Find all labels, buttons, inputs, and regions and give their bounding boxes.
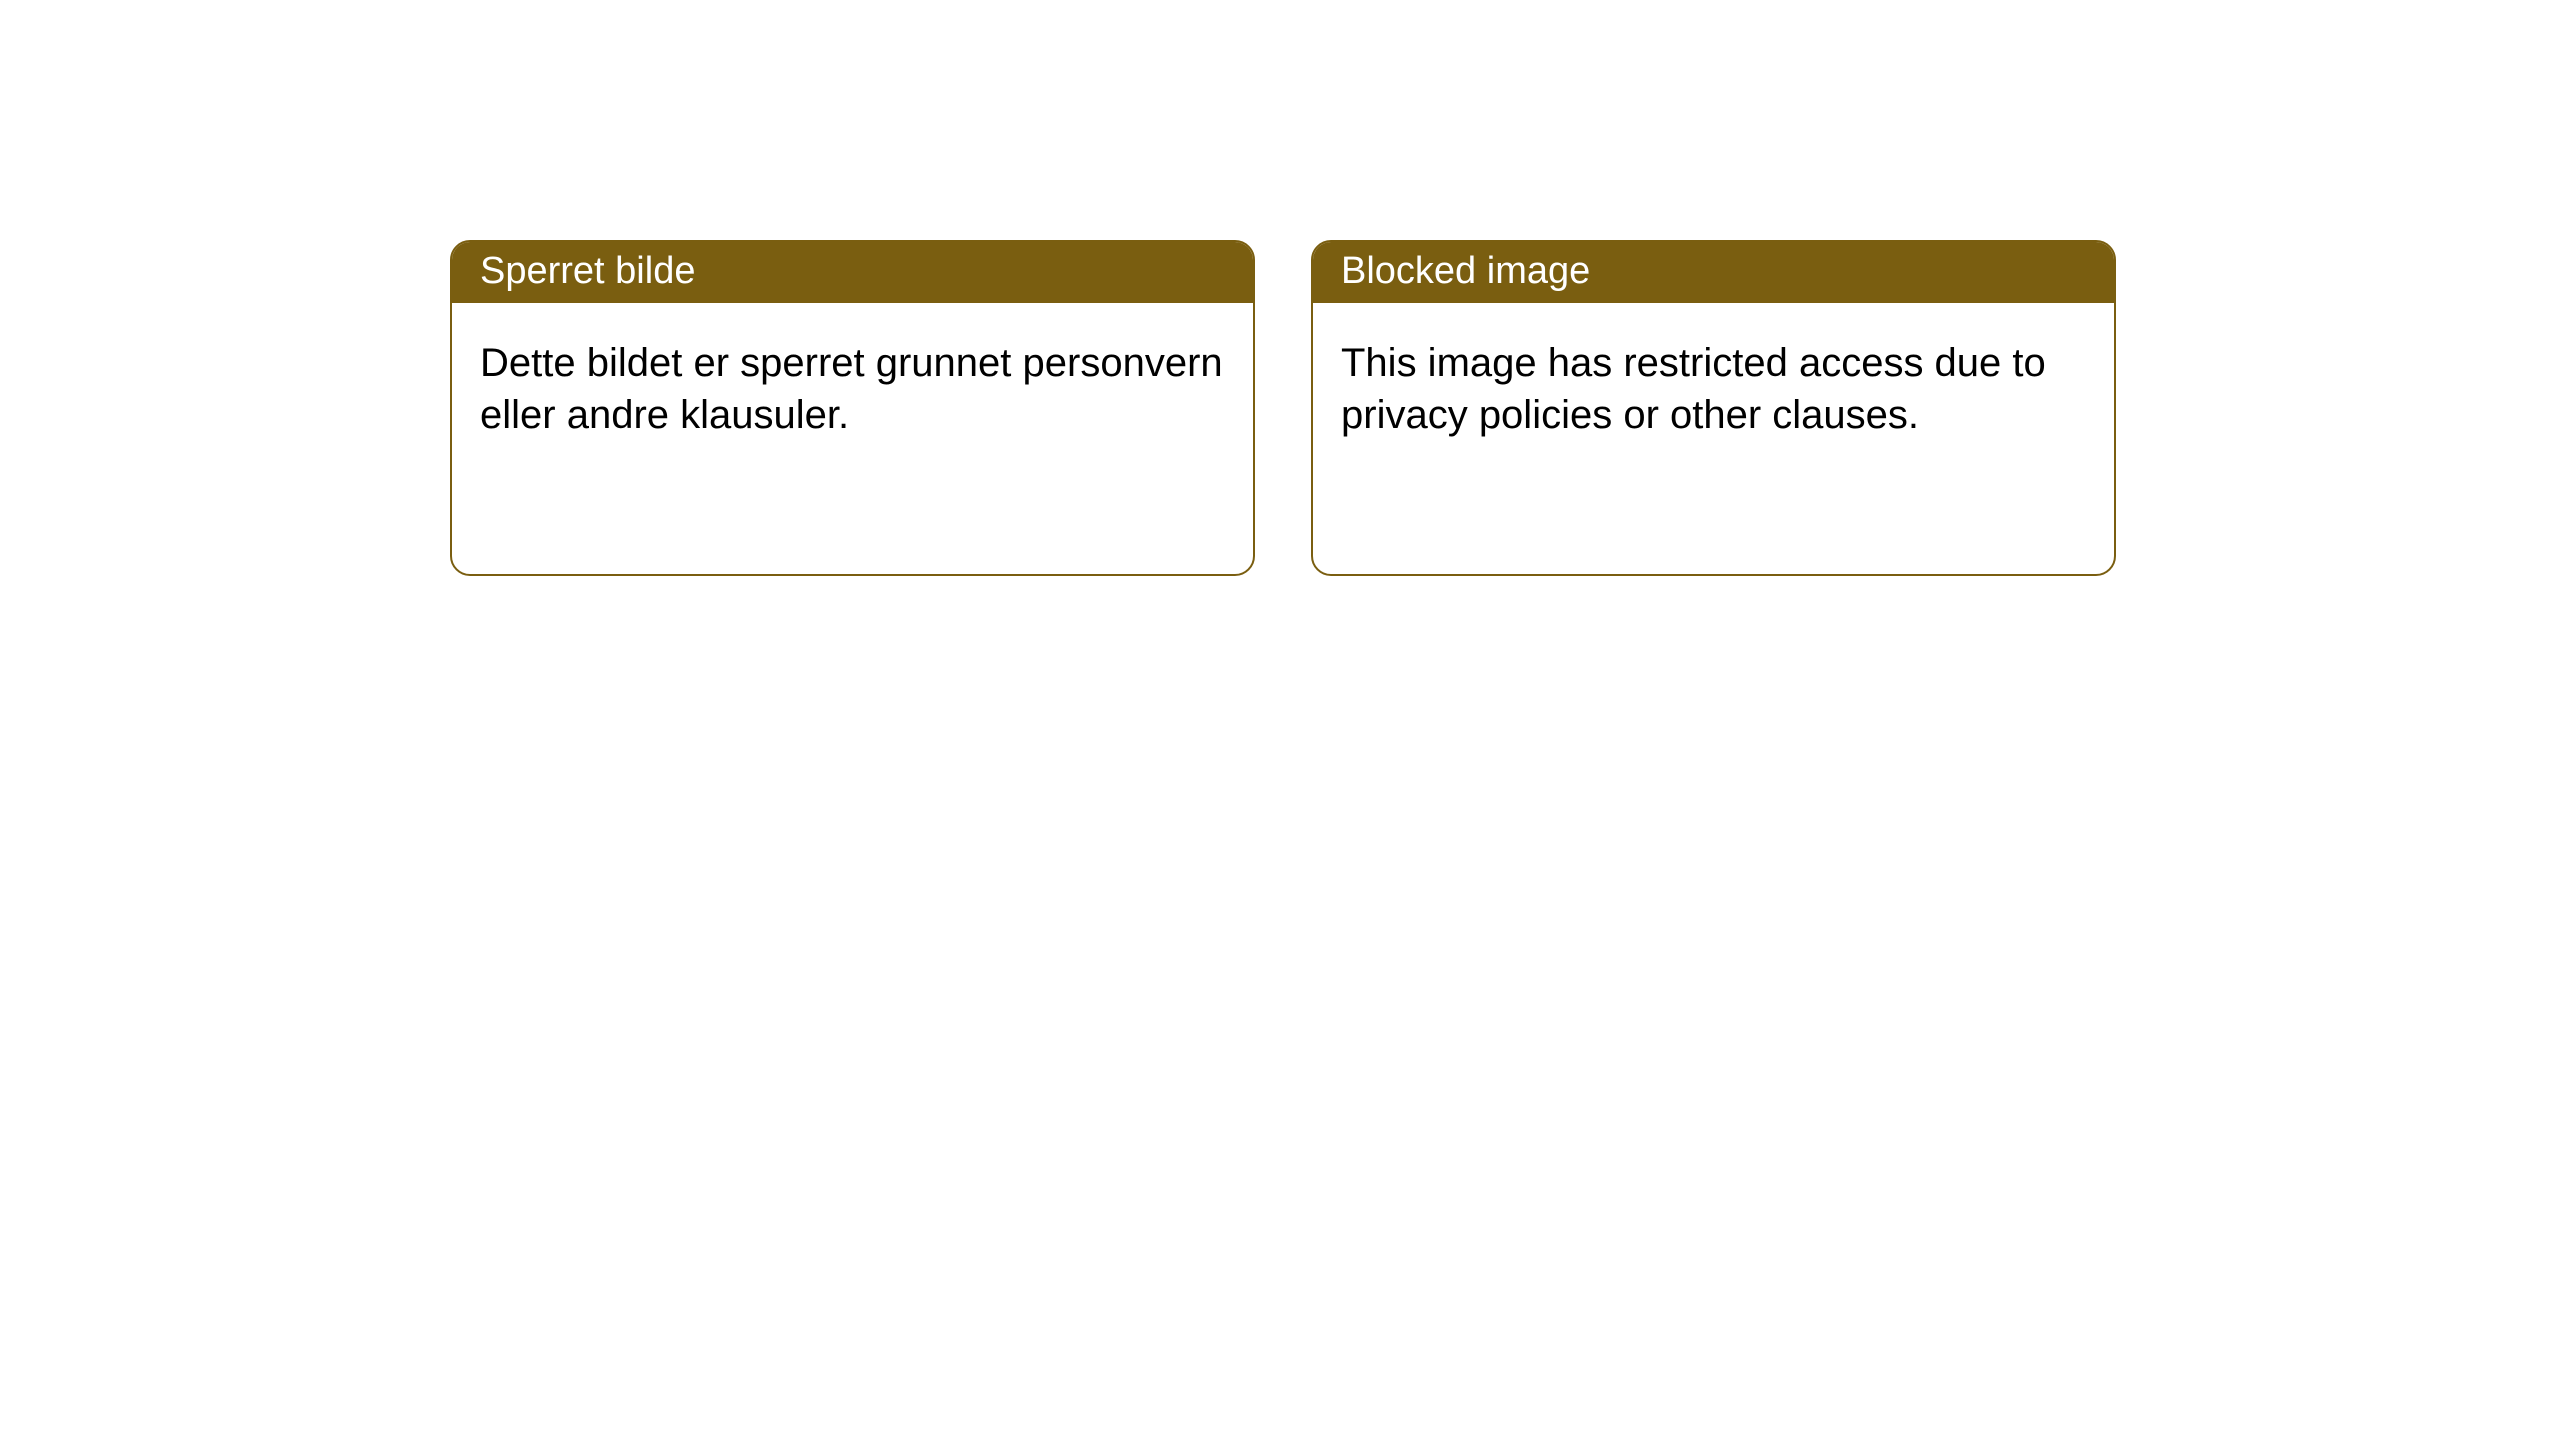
card-body: This image has restricted access due to … (1313, 303, 2114, 475)
notice-card-english: Blocked image This image has restricted … (1311, 240, 2116, 576)
card-header: Blocked image (1313, 242, 2114, 303)
card-header: Sperret bilde (452, 242, 1253, 303)
card-body-text: Dette bildet er sperret grunnet personve… (480, 341, 1223, 437)
card-body: Dette bildet er sperret grunnet personve… (452, 303, 1253, 475)
card-title: Sperret bilde (480, 250, 695, 292)
card-title: Blocked image (1341, 250, 1590, 292)
notice-card-norwegian: Sperret bilde Dette bildet er sperret gr… (450, 240, 1255, 576)
notice-container: Sperret bilde Dette bildet er sperret gr… (0, 0, 2560, 576)
card-body-text: This image has restricted access due to … (1341, 341, 2046, 437)
